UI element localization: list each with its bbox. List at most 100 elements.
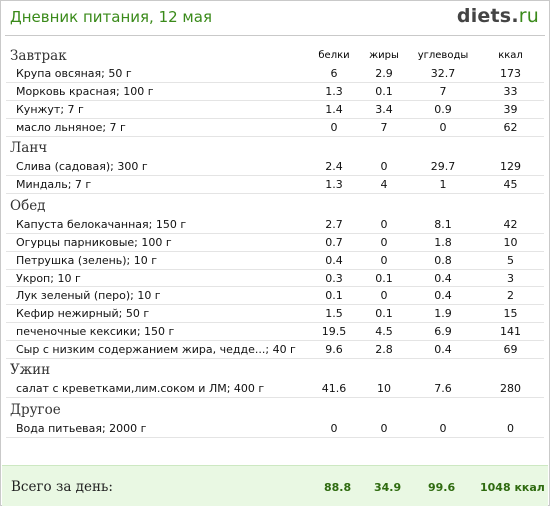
food-fat: 0: [359, 419, 409, 439]
food-kcal: 10: [477, 233, 544, 252]
food-row: Морковь красная; 100 г 1.3 0.1 7 33: [6, 82, 544, 102]
food-carbs: 6.9: [409, 322, 477, 341]
food-name: Кефир нежирный; 50 г: [6, 304, 309, 324]
food-protein: 41.6: [309, 380, 359, 399]
total-fat: 34.9: [374, 481, 402, 494]
food-kcal: 62: [477, 118, 544, 137]
food-carbs: 32.7: [409, 65, 477, 84]
food-kcal: 173: [477, 65, 544, 84]
page-title: Дневник питания, 12 мая: [10, 8, 212, 26]
food-carbs: 7.6: [409, 380, 477, 399]
food-row: салат с креветками,лим.соком и ЛМ; 400 г…: [6, 380, 544, 399]
column-header-fat: жиры: [369, 50, 399, 61]
food-carbs: 0: [409, 419, 477, 439]
section-spacer: [409, 194, 477, 216]
section-spacer: [409, 398, 477, 420]
logo-name: diets: [456, 5, 512, 27]
food-kcal: 15: [477, 304, 544, 324]
food-fat: 7: [359, 118, 409, 137]
logo-tld: ru: [518, 5, 539, 27]
food-fat: 0: [359, 251, 409, 270]
section-spacer: [309, 136, 359, 158]
food-protein: 0.3: [309, 269, 359, 288]
food-fat: 10: [359, 380, 409, 399]
food-fat: 0.1: [359, 304, 409, 324]
food-fat: 0.1: [359, 269, 409, 288]
column-header-kcal: ккал: [498, 50, 523, 61]
food-kcal: 5: [477, 251, 544, 270]
section-spacer: [409, 136, 477, 158]
food-protein: 0.4: [309, 251, 359, 270]
food-row: Крупа овсяная; 50 г 6 2.9 32.7 173: [6, 65, 544, 84]
section-spacer: [359, 398, 409, 420]
section-title: Обед: [10, 197, 46, 214]
food-protein: 0.1: [309, 286, 359, 306]
food-carbs: 7: [409, 82, 477, 102]
food-fat: 4.5: [359, 322, 409, 341]
food-name: Капуста белокачанная; 150 г: [6, 215, 309, 235]
food-fat: 2.8: [359, 340, 409, 359]
section-spacer: [359, 358, 409, 380]
section-spacer: [477, 136, 544, 158]
food-fat: 0: [359, 233, 409, 252]
food-name: Петрушка (зелень); 10 г: [6, 251, 309, 270]
section-spacer: [309, 194, 359, 216]
food-protein: 1.5: [309, 304, 359, 324]
food-carbs: 0.4: [409, 286, 477, 306]
section-title: Другое: [10, 401, 61, 418]
food-kcal: 280: [477, 380, 544, 399]
section-header: Завтрак белки жиры углеводы ккал: [6, 46, 544, 65]
daily-totals-bar: Всего за день: 88.8 34.9 99.6 1048 ккал: [2, 465, 548, 506]
food-row: Кефир нежирный; 50 г 1.5 0.1 1.9 15: [6, 304, 544, 324]
total-carbs: 99.6: [428, 481, 456, 494]
section-title: Ужин: [10, 362, 51, 379]
food-kcal: 69: [477, 340, 544, 359]
food-name: Лук зеленый (перо); 10 г: [6, 286, 309, 306]
food-name: Огурцы парниковые; 100 г: [6, 233, 309, 252]
food-row: Сыр с низким содержанием жира, чедде...;…: [6, 340, 544, 359]
section-title: Завтрак: [10, 47, 67, 64]
section-spacer: [477, 358, 544, 380]
food-protein: 0.7: [309, 233, 359, 252]
section-spacer: [477, 194, 544, 216]
food-name: Вода питьевая; 2000 г: [6, 419, 309, 439]
food-kcal: 39: [477, 100, 544, 119]
food-name: Кунжут; 7 г: [6, 100, 309, 119]
food-fat: 0: [359, 215, 409, 235]
food-name: Морковь красная; 100 г: [6, 82, 309, 102]
food-name: Укроп; 10 г: [6, 269, 309, 288]
food-row: печеночные кексики; 150 г 19.5 4.5 6.9 141: [6, 322, 544, 341]
food-row: Лук зеленый (перо); 10 г 0.1 0 0.4 2: [6, 286, 544, 306]
food-row: Слива (садовая); 300 г 2.4 0 29.7 129: [6, 158, 544, 177]
food-protein: 0: [309, 118, 359, 137]
food-kcal: 33: [477, 82, 544, 102]
food-protein: 2.4: [309, 158, 359, 177]
food-carbs: 1: [409, 175, 477, 195]
food-carbs: 0.4: [409, 269, 477, 288]
food-row: Петрушка (зелень); 10 г 0.4 0 0.8 5: [6, 251, 544, 270]
title-divider: [5, 35, 545, 36]
totals-label: Всего за день:: [11, 479, 113, 495]
food-carbs: 0.9: [409, 100, 477, 119]
site-logo[interactable]: diets.ru: [457, 5, 539, 27]
food-row: Капуста белокачанная; 150 г 2.7 0 8.1 42: [6, 215, 544, 235]
food-kcal: 0: [477, 419, 544, 439]
food-protein: 6: [309, 65, 359, 84]
section-spacer: [309, 398, 359, 420]
food-fat: 0: [359, 286, 409, 306]
section-spacer: [309, 358, 359, 380]
food-fat: 0: [359, 158, 409, 177]
food-carbs: 0.4: [409, 340, 477, 359]
food-name: Миндаль; 7 г: [6, 175, 309, 195]
column-header-protein: белки: [318, 50, 350, 61]
food-carbs: 29.7: [409, 158, 477, 177]
logo-dot: .: [511, 5, 519, 27]
food-fat: 0.1: [359, 82, 409, 102]
food-kcal: 141: [477, 322, 544, 341]
section-spacer: [359, 136, 409, 158]
food-row: Огурцы парниковые; 100 г 0.7 0 1.8 10: [6, 233, 544, 252]
section-spacer: [477, 398, 544, 420]
diary-table: Завтрак белки жиры углеводы ккал Крупа овсяна…: [6, 46, 544, 439]
food-fat: 4: [359, 175, 409, 195]
